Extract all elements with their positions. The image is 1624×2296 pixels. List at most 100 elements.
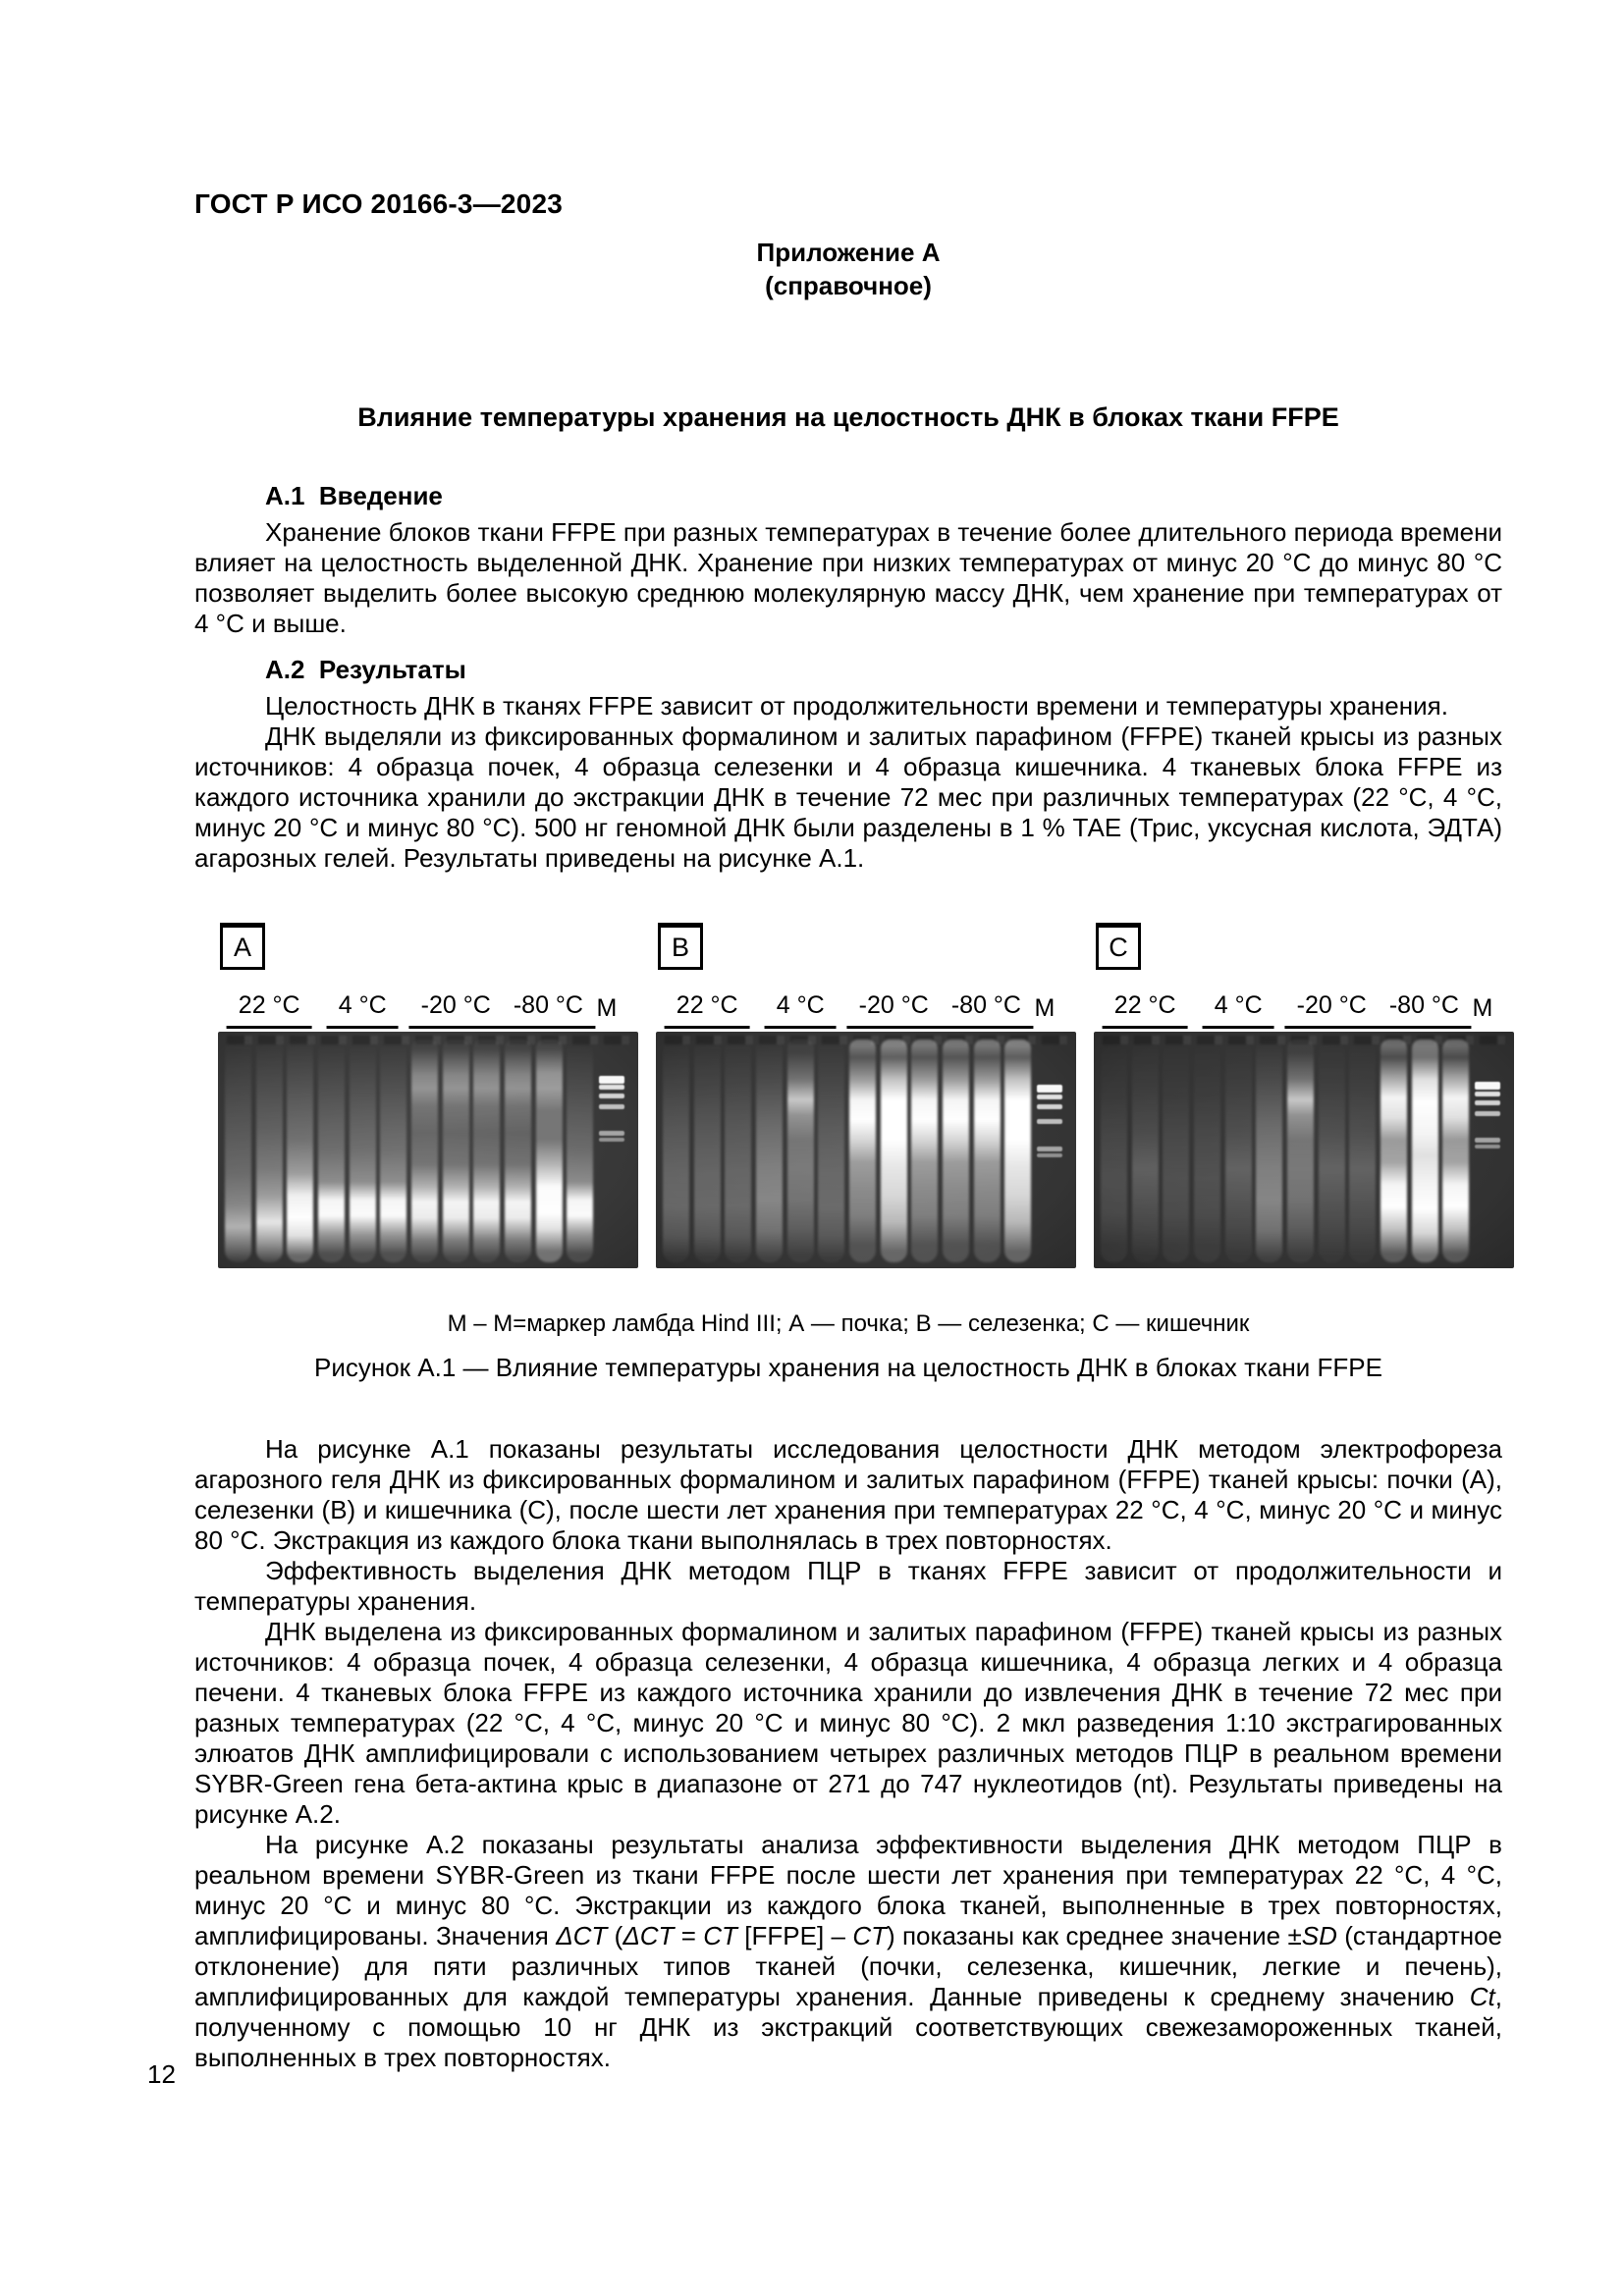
gel-lane xyxy=(943,1040,970,1262)
paragraph-after-figure-3: ДНК выделена из фиксированных формалином… xyxy=(194,1617,1502,1829)
gel-lane xyxy=(756,1040,784,1262)
marker-lane xyxy=(1473,1040,1500,1262)
text-segment: На рисунке А.2 показаны результаты анали… xyxy=(194,1830,1502,1950)
paragraph-a1-intro: Хранение блоков ткани FFPE при разных те… xyxy=(194,517,1502,638)
gel-lane xyxy=(287,1040,314,1262)
marker-band xyxy=(1474,1138,1500,1144)
figure-caption: Рисунок А.1 — Влияние температуры хранен… xyxy=(314,1353,1382,1382)
marker-band xyxy=(1036,1152,1062,1157)
panel-tag-c: C xyxy=(1096,923,1141,970)
marker-label: M xyxy=(596,994,618,1022)
gel-lane xyxy=(442,1040,469,1262)
temperature-labels-row: 22 °С 4 °С -20 °С -80 °С M xyxy=(218,989,638,1029)
temperature-label: -80 °С xyxy=(501,991,595,1029)
gel-lane xyxy=(535,1040,563,1262)
italic-term: CT xyxy=(703,1921,737,1950)
gel-lane xyxy=(255,1040,283,1262)
gel-lane xyxy=(663,1040,689,1262)
marker-band xyxy=(1036,1094,1062,1099)
text-segment: ( xyxy=(607,1921,623,1950)
gel-lane xyxy=(318,1040,346,1262)
italic-term: Ct xyxy=(1469,1982,1495,2011)
gel-image-spleen xyxy=(656,1032,1076,1268)
gel-lane xyxy=(1101,1040,1127,1262)
temperature-label: -80 °С xyxy=(939,991,1033,1029)
italic-term: ΔCT xyxy=(623,1921,675,1950)
gel-lane xyxy=(505,1040,532,1262)
temperature-label: -20 °С xyxy=(1284,991,1379,1029)
marker-band xyxy=(598,1104,624,1110)
temperature-label: 22 °С xyxy=(1102,991,1188,1029)
gel-lane xyxy=(725,1040,752,1262)
gel-lane xyxy=(786,1040,814,1262)
marker-band xyxy=(598,1138,624,1143)
marker-lane xyxy=(597,1040,624,1262)
gel-lane xyxy=(973,1040,1001,1262)
temperature-label: 22 °С xyxy=(664,991,750,1029)
figure-note: М – М=маркер ламбда Hind III; А — почка;… xyxy=(447,1310,1250,1337)
page-number: 12 xyxy=(147,2059,176,2089)
panel-tag-a: A xyxy=(220,923,265,970)
text-segment: [FFPE] – xyxy=(736,1921,853,1950)
marker-band xyxy=(1036,1084,1062,1093)
marker-band xyxy=(1036,1147,1062,1152)
appendix-title: Влияние температуры хранения на целостно… xyxy=(357,402,1339,432)
temperature-label: -80 °С xyxy=(1377,991,1471,1029)
marker-lane xyxy=(1035,1040,1062,1262)
temperature-labels-row: 22 °С 4 °С -20 °С -80 °С M xyxy=(656,989,1076,1029)
temperature-label: 4 °С xyxy=(326,991,399,1029)
panel-tag-b: B xyxy=(658,923,703,970)
page-content: ГОСТ Р ИСО 20166-3—2023 Приложение А (сп… xyxy=(194,0,1514,2073)
marker-band xyxy=(598,1131,624,1137)
gel-lane xyxy=(880,1040,907,1262)
gel-lane xyxy=(1004,1040,1032,1262)
gel-lane xyxy=(1318,1040,1345,1262)
figure-a1: A 22 °С 4 °С -20 °С -80 °С M B 22 °С 4 °С -20 … xyxy=(218,923,1514,1268)
italic-term: SD xyxy=(1301,1921,1337,1950)
gel-lane xyxy=(349,1040,376,1262)
marker-band xyxy=(1474,1144,1500,1148)
gel-lane xyxy=(1163,1040,1190,1262)
gel-image-kidney xyxy=(218,1032,638,1268)
gel-lane xyxy=(225,1040,251,1262)
gel-panel-c: C 22 °С 4 °С -20 °С -80 °С M xyxy=(1094,923,1514,1268)
marker-band xyxy=(598,1075,624,1084)
gel-lane xyxy=(380,1040,407,1262)
gel-lane xyxy=(911,1040,939,1262)
paragraph-after-figure-2: Эффективность выделения ДНК методом ПЦР … xyxy=(194,1556,1502,1616)
gel-lane xyxy=(1349,1040,1377,1262)
appendix-label: Приложение А xyxy=(756,238,941,267)
gel-lane xyxy=(818,1040,845,1262)
gel-lane xyxy=(1380,1040,1408,1262)
temperature-label: -20 °С xyxy=(408,991,503,1029)
temperature-labels-row: 22 °С 4 °С -20 °С -80 °С M xyxy=(1094,989,1514,1029)
marker-band xyxy=(1036,1104,1062,1110)
marker-band xyxy=(598,1093,624,1098)
paragraph-a2-2: ДНК выделяли из фиксированных формалином… xyxy=(194,721,1502,873)
text-segment: ) показаны как среднее значение ± xyxy=(886,1921,1302,1950)
marker-band xyxy=(1474,1091,1500,1096)
temperature-label: 4 °С xyxy=(764,991,837,1029)
paragraph-a2-1: Целостность ДНК в тканях FFPE зависит от… xyxy=(265,691,1448,721)
gel-lane xyxy=(849,1040,877,1262)
marker-label: M xyxy=(1034,994,1056,1022)
gel-lane xyxy=(1194,1040,1221,1262)
italic-term: ΔCT xyxy=(556,1921,608,1950)
marker-band xyxy=(1474,1082,1500,1091)
gel-lane xyxy=(1224,1040,1252,1262)
appendix-type: (справочное) xyxy=(765,271,932,300)
gel-lane xyxy=(1256,1040,1283,1262)
gel-lane xyxy=(1411,1040,1438,1262)
gel-lane xyxy=(1442,1040,1470,1262)
marker-label: M xyxy=(1472,994,1493,1022)
marker-band xyxy=(598,1084,624,1090)
gel-lane xyxy=(567,1040,594,1262)
gel-lane xyxy=(1131,1040,1159,1262)
section-heading-a2: А.2 Результаты xyxy=(265,655,466,684)
gel-panel-b: B 22 °С 4 °С -20 °С -80 °С M xyxy=(656,923,1076,1268)
temperature-label: 22 °С xyxy=(226,991,312,1029)
standard-code-header: ГОСТ Р ИСО 20166-3—2023 xyxy=(194,188,563,219)
paragraph-after-figure-4: На рисунке А.2 показаны результаты анали… xyxy=(194,1830,1502,2073)
paragraph-after-figure-1: На рисунке А.1 показаны результаты иссле… xyxy=(194,1434,1502,1555)
